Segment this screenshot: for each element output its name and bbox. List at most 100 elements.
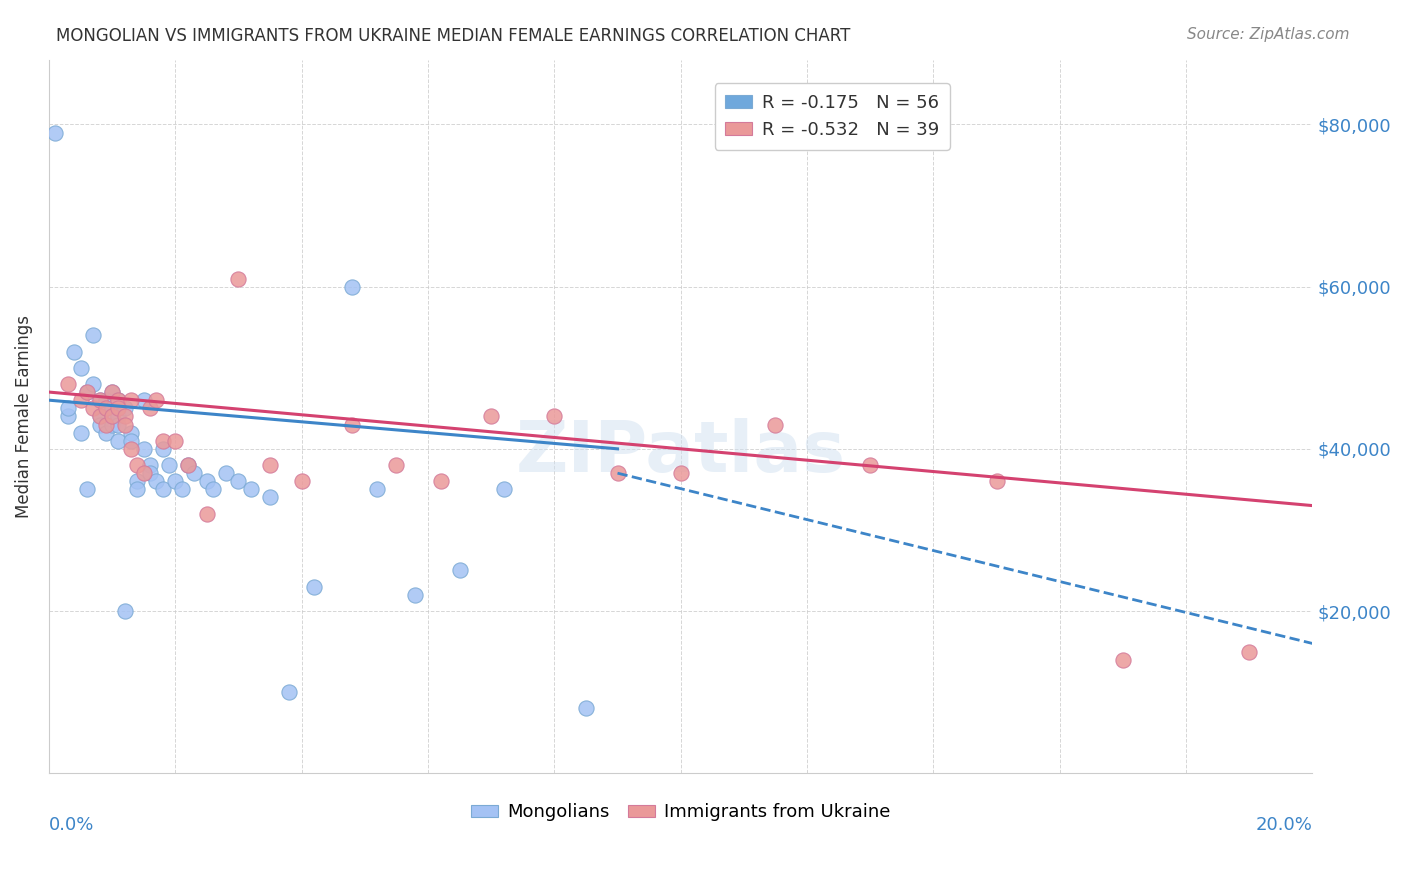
Point xyxy=(94,401,117,416)
Point xyxy=(1237,644,1260,658)
Point xyxy=(492,483,515,497)
Point xyxy=(165,434,187,448)
Point xyxy=(479,409,502,424)
Point xyxy=(107,417,129,432)
Point xyxy=(69,360,91,375)
Point xyxy=(127,475,149,489)
Point xyxy=(101,385,124,400)
Text: Source: ZipAtlas.com: Source: ZipAtlas.com xyxy=(1187,27,1350,42)
Point xyxy=(89,409,111,424)
Point xyxy=(240,483,263,497)
Point xyxy=(340,279,363,293)
Point xyxy=(228,271,250,285)
Point xyxy=(76,483,98,497)
Point xyxy=(120,393,142,408)
Point xyxy=(1112,653,1135,667)
Point xyxy=(859,458,882,472)
Point xyxy=(152,434,174,448)
Point xyxy=(366,483,388,497)
Point xyxy=(259,491,281,505)
Point xyxy=(215,466,238,480)
Point xyxy=(543,409,565,424)
Point xyxy=(177,458,200,472)
Point xyxy=(107,401,129,416)
Point xyxy=(69,393,91,408)
Point xyxy=(986,475,1008,489)
Point xyxy=(606,466,628,480)
Text: ZIPatlas: ZIPatlas xyxy=(516,417,846,486)
Point xyxy=(145,393,167,408)
Point xyxy=(340,417,363,432)
Point xyxy=(291,475,314,489)
Point xyxy=(94,401,117,416)
Point xyxy=(304,580,326,594)
Point xyxy=(228,475,250,489)
Point xyxy=(183,466,205,480)
Point xyxy=(82,376,104,391)
Point xyxy=(94,425,117,440)
Point xyxy=(165,475,187,489)
Point xyxy=(89,409,111,424)
Point xyxy=(385,458,408,472)
Point xyxy=(56,401,79,416)
Point xyxy=(82,328,104,343)
Text: MONGOLIAN VS IMMIGRANTS FROM UKRAINE MEDIAN FEMALE EARNINGS CORRELATION CHART: MONGOLIAN VS IMMIGRANTS FROM UKRAINE MED… xyxy=(56,27,851,45)
Point xyxy=(404,588,426,602)
Point xyxy=(56,376,79,391)
Point xyxy=(114,409,136,424)
Point xyxy=(44,126,66,140)
Point xyxy=(449,564,471,578)
Point xyxy=(765,417,787,432)
Point xyxy=(107,434,129,448)
Point xyxy=(195,475,218,489)
Point xyxy=(120,425,142,440)
Legend: Mongolians, Immigrants from Ukraine: Mongolians, Immigrants from Ukraine xyxy=(464,796,897,829)
Point xyxy=(139,458,162,472)
Point xyxy=(278,685,301,699)
Point xyxy=(132,393,155,408)
Y-axis label: Median Female Earnings: Median Female Earnings xyxy=(15,315,32,518)
Point xyxy=(429,475,451,489)
Point xyxy=(107,393,129,408)
Point xyxy=(89,417,111,432)
Point xyxy=(107,409,129,424)
Point xyxy=(259,458,281,472)
Point xyxy=(94,417,117,432)
Point xyxy=(82,401,104,416)
Point xyxy=(177,458,200,472)
Point xyxy=(114,604,136,618)
Point xyxy=(170,483,193,497)
Point xyxy=(101,385,124,400)
Point xyxy=(101,409,124,424)
Point xyxy=(120,434,142,448)
Point xyxy=(139,401,162,416)
Point xyxy=(94,393,117,408)
Point xyxy=(575,701,598,715)
Point xyxy=(127,483,149,497)
Point xyxy=(152,483,174,497)
Point xyxy=(101,401,124,416)
Point xyxy=(157,458,180,472)
Point xyxy=(114,401,136,416)
Point xyxy=(69,425,91,440)
Point xyxy=(89,393,111,408)
Point xyxy=(120,442,142,456)
Point xyxy=(101,409,124,424)
Point xyxy=(114,417,136,432)
Point xyxy=(195,507,218,521)
Point xyxy=(127,458,149,472)
Point xyxy=(139,466,162,480)
Point xyxy=(132,442,155,456)
Point xyxy=(107,393,129,408)
Point xyxy=(132,466,155,480)
Text: 20.0%: 20.0% xyxy=(1256,816,1312,834)
Point xyxy=(56,409,79,424)
Point xyxy=(76,385,98,400)
Point xyxy=(76,385,98,400)
Point xyxy=(669,466,692,480)
Point xyxy=(63,344,86,359)
Point xyxy=(152,442,174,456)
Point xyxy=(145,475,167,489)
Point xyxy=(101,417,124,432)
Point xyxy=(202,483,225,497)
